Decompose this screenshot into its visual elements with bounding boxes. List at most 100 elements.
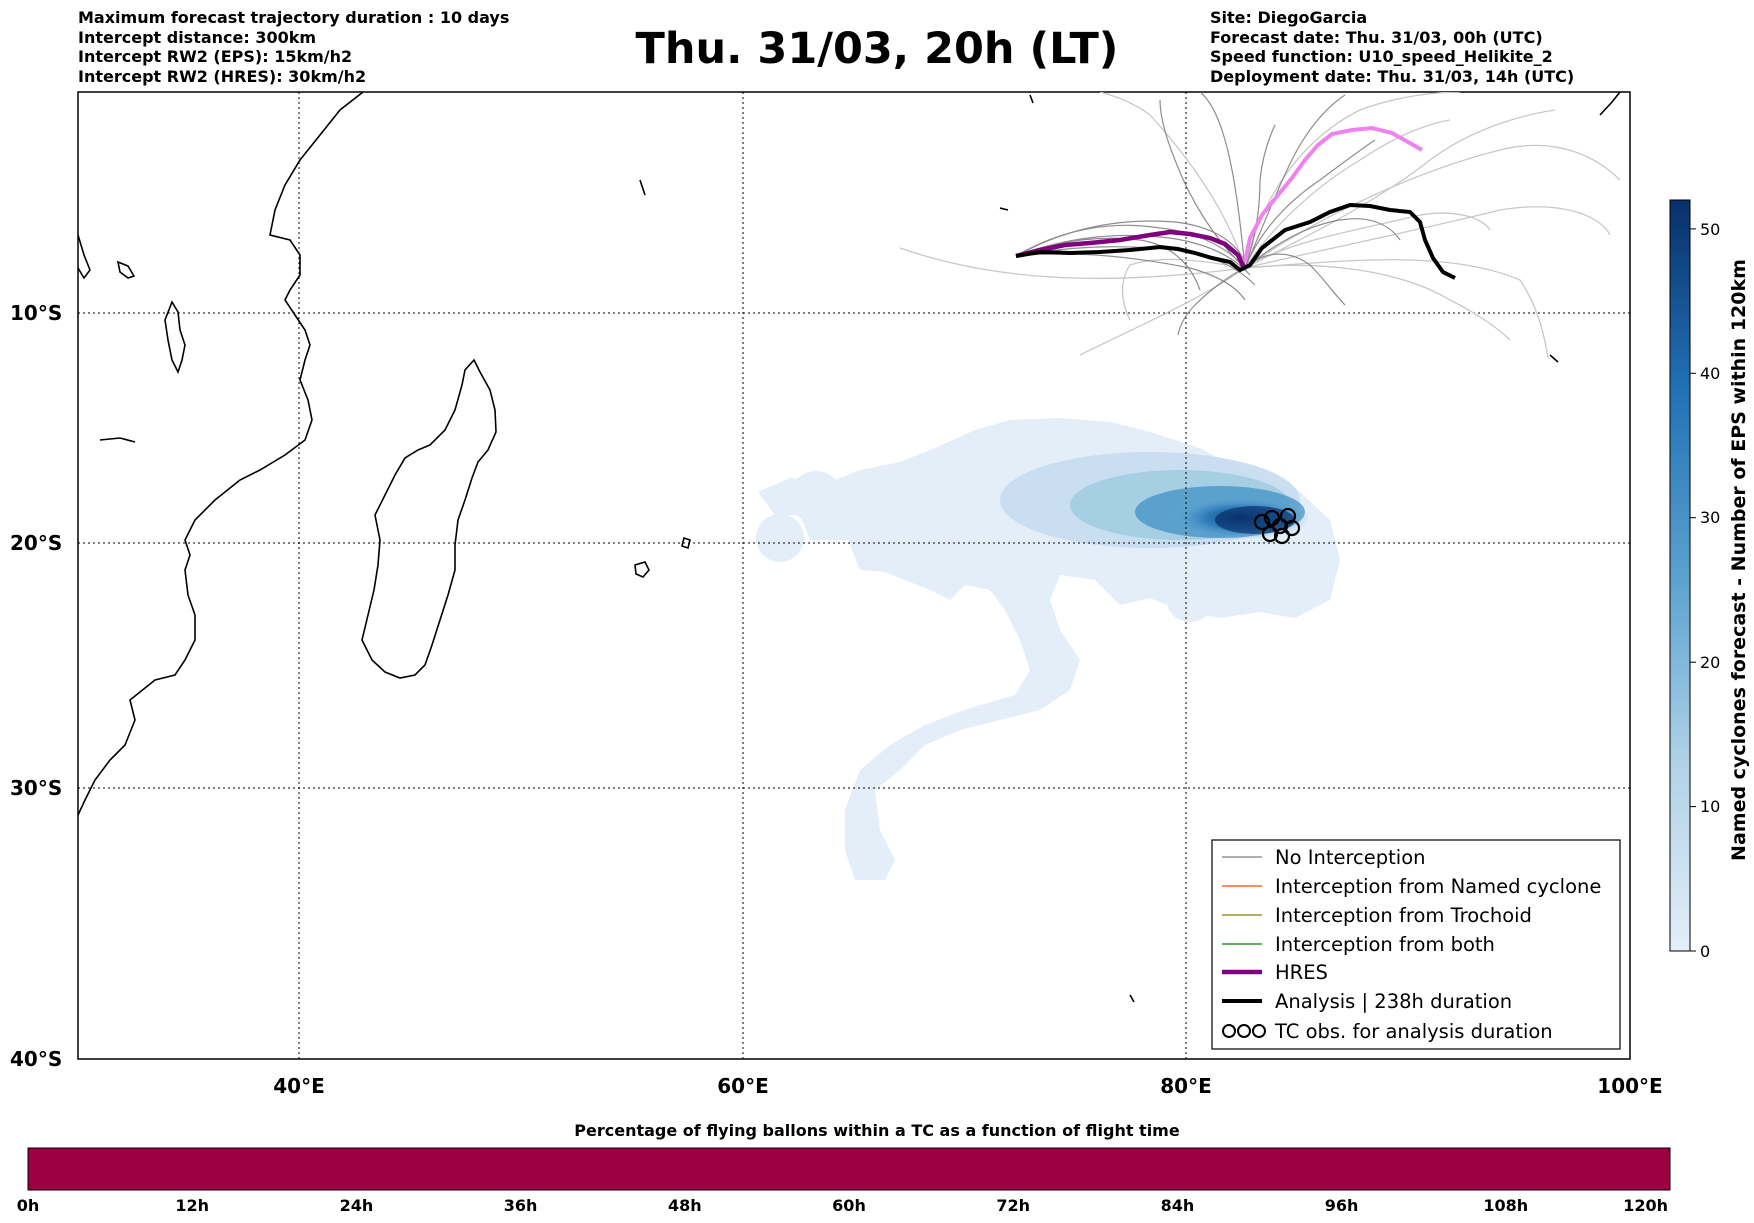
cb-tick-label: 40	[1700, 364, 1720, 383]
cb2-tick-label: 48h	[668, 1196, 702, 1215]
colorbar-bottom-title: Percentage of flying ballons within a TC…	[574, 1121, 1180, 1140]
cb2-tick-label: 108h	[1483, 1196, 1528, 1215]
lon-labels: 40°E 60°E 80°E 100°E	[273, 1074, 1662, 1098]
cb2-tick-label: 84h	[1161, 1196, 1195, 1215]
cb-tick-label: 50	[1700, 220, 1720, 239]
colorbar-right-ticks	[1690, 228, 1696, 952]
map-title: Thu. 31/03, 20h (LT)	[635, 24, 1119, 74]
africa-coast	[78, 92, 364, 816]
island	[999, 207, 1009, 211]
ensemble-track	[1244, 206, 1611, 269]
lat-label-20s: 20°S	[10, 531, 62, 555]
cb2-tick-label: 120h	[1623, 1196, 1668, 1215]
header-left-line: Intercept RW2 (EPS): 15km/h2	[78, 47, 353, 66]
no-interception-track	[1244, 94, 1346, 269]
island	[1129, 994, 1135, 1003]
island	[681, 536, 691, 550]
colorbar-right-label: Named cyclones forecast - Number of EPS …	[1728, 259, 1750, 861]
header-right-line: Site: DiegoGarcia	[1210, 8, 1368, 27]
cb2-tick-label: 0h	[17, 1196, 40, 1215]
header-left-line: Maximum forecast trajectory duration : 1…	[78, 8, 510, 27]
forecast-track-violet	[1243, 125, 1423, 263]
ensemble-track	[1079, 267, 1246, 356]
island	[78, 234, 91, 280]
legend-swatch-tc-obs	[1222, 1024, 1266, 1038]
cb2-tick-label: 60h	[832, 1196, 866, 1215]
header-left: Maximum forecast trajectory duration : 1…	[78, 8, 509, 86]
cb2-tick-label: 12h	[175, 1196, 209, 1215]
header-left-line: Intercept distance: 300km	[78, 27, 317, 47]
colorbar-bottom-bar	[27, 1147, 1671, 1191]
island	[1599, 92, 1621, 116]
lon-label-100e: 100°E	[1597, 1074, 1662, 1098]
no-interception-track	[1199, 92, 1246, 269]
tc-obs-symbol	[1253, 513, 1271, 531]
legend-label: TC obs. for analysis duration	[1274, 1020, 1553, 1043]
header-right-line: Speed function: U10_speed_Helikite_2	[1210, 47, 1553, 66]
cb-tick-label: 10	[1700, 797, 1720, 816]
legend-tc-symbol	[1252, 1024, 1266, 1038]
gridlines	[78, 92, 1630, 1059]
tc-obs-symbol	[1273, 527, 1291, 545]
cb-tick-label: 20	[1700, 653, 1720, 672]
island	[634, 561, 650, 578]
no-interception-track	[1177, 267, 1246, 336]
hres-track	[1015, 229, 1248, 271]
legend-tc-symbol	[1222, 1024, 1236, 1038]
header-right-line: Deployment date: Thu. 31/03, 14h (UTC)	[1210, 66, 1575, 86]
no-interception-track	[1244, 218, 1401, 269]
lat-label-40s: 40°S	[10, 1047, 62, 1071]
header-right: Site: DiegoGarcia Forecast date: Thu. 31…	[1210, 8, 1574, 86]
legend-label: HRES	[1275, 961, 1328, 984]
legend-label: Interception from Named cyclone	[1275, 875, 1601, 898]
header-left-line: Intercept RW2 (HRES): 30km/h2	[78, 66, 367, 86]
legend-box	[1211, 839, 1621, 1050]
no-interception-track	[1015, 237, 1201, 291]
cb2-tick-label: 72h	[996, 1196, 1030, 1215]
island	[1029, 94, 1034, 104]
ensemble-track	[1244, 212, 1491, 269]
cb2-tick-label: 96h	[1325, 1196, 1359, 1215]
island	[639, 179, 646, 196]
lat-labels: 10°S 20°S 30°S 40°S	[10, 301, 62, 1071]
legend-label: Analysis | 238h duration	[1275, 990, 1512, 1013]
density-blob	[756, 514, 804, 562]
cb-tick-label: 0	[1700, 942, 1710, 961]
island	[116, 260, 136, 279]
island	[164, 300, 186, 375]
no-interception-track	[1244, 253, 1346, 306]
colorbar-right: 0 10 20 30 40 50 Named cyclones forecast…	[1669, 199, 1750, 961]
tc-obs-symbol	[1283, 519, 1301, 537]
colorbar-bottom: Percentage of flying ballons within a TC…	[17, 1121, 1671, 1215]
ensemble-track	[1244, 259, 1549, 359]
density-blob	[1166, 574, 1214, 622]
no-interception-track	[1015, 220, 1246, 263]
no-interception-track	[1244, 124, 1276, 269]
lon-label-60e: 60°E	[717, 1074, 769, 1098]
density-blob	[790, 471, 842, 523]
lon-label-40e: 40°E	[273, 1074, 325, 1098]
lat-label-10s: 10°S	[10, 301, 62, 325]
ensemble-track	[1244, 264, 1511, 341]
legend-label: No Interception	[1275, 846, 1426, 869]
tc-obs-symbol	[1271, 517, 1289, 535]
header-right-line: Forecast date: Thu. 31/03, 00h (UTC)	[1210, 27, 1543, 47]
eps-density-field	[756, 418, 1340, 880]
lat-label-30s: 30°S	[10, 776, 62, 800]
madagascar-coast	[361, 358, 497, 679]
tc-obs-symbols	[1253, 507, 1301, 545]
cb-tick-label: 30	[1700, 508, 1720, 527]
ensemble-track	[1244, 119, 1451, 269]
density-blob	[930, 525, 990, 585]
legend-label: Interception from both	[1275, 933, 1495, 956]
map-content	[78, 92, 1630, 1059]
coastlines	[78, 92, 1621, 1003]
no-interception-track	[1244, 139, 1376, 269]
ensemble-track	[1121, 258, 1246, 321]
analysis-track	[1015, 202, 1456, 280]
legend-tc-symbol	[1237, 1024, 1251, 1038]
ensemble-track	[1244, 109, 1556, 269]
island	[1549, 354, 1559, 363]
ensemble-track	[1099, 92, 1246, 269]
